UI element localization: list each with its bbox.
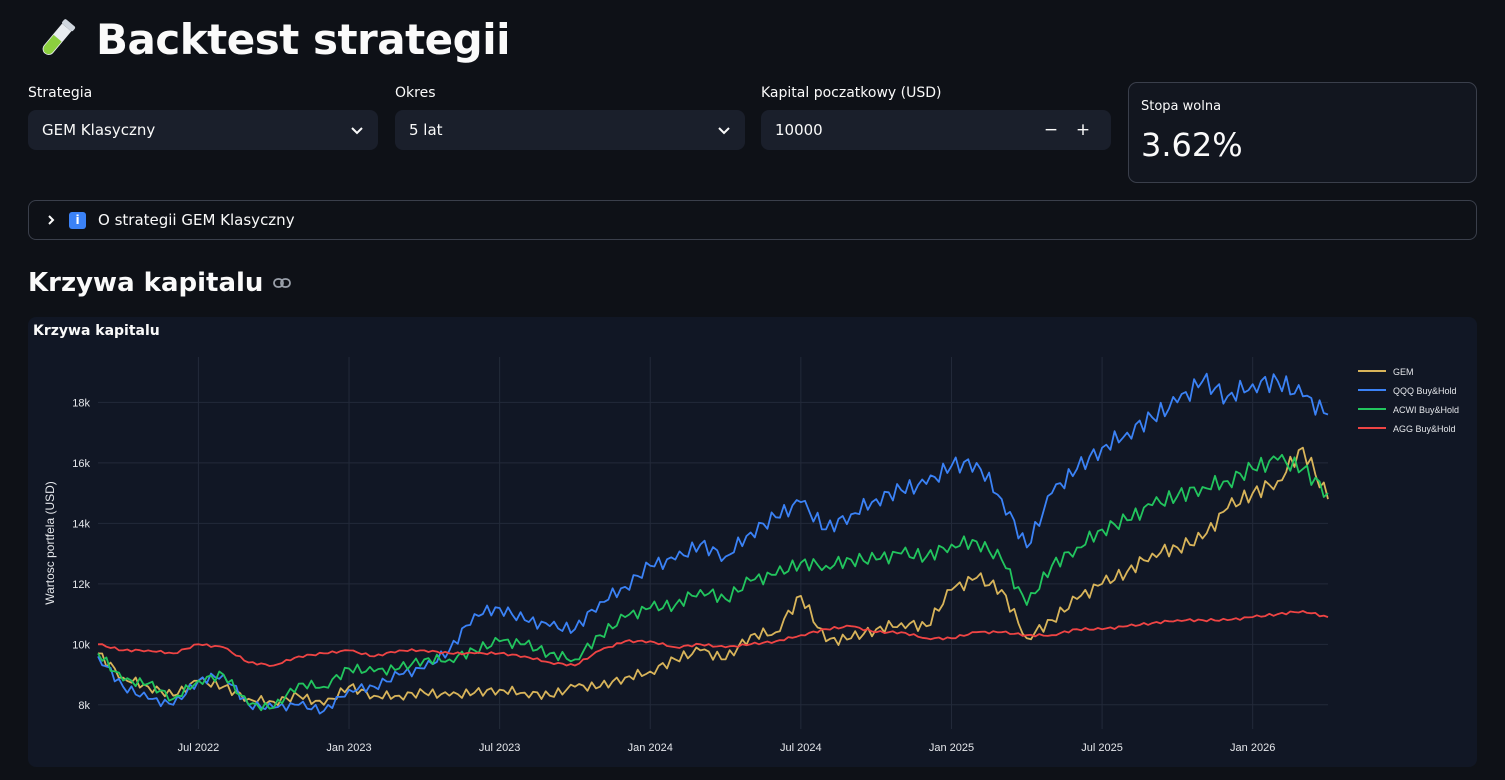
strategy-info-expander[interactable]: i O strategii GEM Klasyczny <box>28 200 1477 240</box>
strategy-label: Strategia <box>28 85 93 101</box>
info-icon: i <box>69 211 86 229</box>
x-tick-label: Jan 2025 <box>929 742 974 754</box>
chart-svg: 8k 10k 12k 14k 16k 18k Jul 2022 Jan 2023 Jul 202… <box>43 357 1459 754</box>
chevron-right-icon <box>48 215 55 225</box>
risk-free-rate-metric: Stopa wolna 3.62% <box>1128 82 1477 183</box>
increment-button[interactable]: + <box>1075 120 1091 140</box>
y-tick-label: 14k <box>72 518 90 530</box>
test-tube-icon <box>42 19 76 55</box>
link-icon[interactable] <box>273 277 292 289</box>
metric-value: 3.62% <box>1141 126 1243 164</box>
section-heading: Krzywa kapitalu <box>28 268 292 298</box>
page-header: Backtest strategii <box>32 14 511 64</box>
strategy-select[interactable]: GEM Klasyczny <box>28 110 378 150</box>
capital-label: Kapital poczatkowy (USD) <box>761 85 942 101</box>
series-line-qqq-buy-hold <box>97 372 1329 715</box>
series-line-gem <box>97 446 1329 707</box>
series-line-acwi-buy-hold <box>97 453 1329 712</box>
x-tick-label: Jan 2026 <box>1230 742 1275 754</box>
chevron-down-icon <box>718 127 730 135</box>
y-tick-label: 16k <box>72 458 90 470</box>
capital-input[interactable]: 10000 − + <box>761 110 1111 150</box>
x-tick-label: Jul 2023 <box>479 742 521 754</box>
strategy-select-value: GEM Klasyczny <box>42 121 156 139</box>
y-axis-label: Wartosc portfela (USD) <box>43 481 57 605</box>
y-tick-label: 18k <box>72 397 90 409</box>
page-title: Backtest strategii <box>96 14 511 64</box>
period-select[interactable]: 5 lat <box>395 110 745 150</box>
expander-label: O strategii GEM Klasyczny <box>98 211 295 229</box>
x-tick-label: Jan 2023 <box>326 742 371 754</box>
legend-label: ACWI Buy&Hold <box>1393 405 1459 415</box>
equity-curve-chart[interactable]: 8k 10k 12k 14k 16k 18k Jul 2022 Jan 2023 Jul 202… <box>28 317 1477 767</box>
section-title: Krzywa kapitalu <box>28 268 264 298</box>
period-label: Okres <box>395 85 436 101</box>
x-tick-label: Jul 2025 <box>1081 742 1123 754</box>
legend-label: AGG Buy&Hold <box>1393 424 1456 434</box>
capital-input-value: 10000 <box>775 121 823 139</box>
y-tick-label: 8k <box>78 700 90 712</box>
x-tick-label: Jul 2024 <box>780 742 822 754</box>
series-line-agg-buy-hold <box>97 610 1329 667</box>
chevron-down-icon <box>351 127 363 135</box>
legend-label: GEM <box>1393 367 1414 377</box>
y-tick-label: 12k <box>72 579 90 591</box>
x-tick-label: Jul 2022 <box>178 742 220 754</box>
metric-label: Stopa wolna <box>1141 99 1222 114</box>
period-select-value: 5 lat <box>409 121 443 139</box>
x-tick-label: Jan 2024 <box>628 742 673 754</box>
decrement-button[interactable]: − <box>1043 120 1059 140</box>
chart-title: Krzywa kapitalu <box>33 323 160 339</box>
legend-label: QQQ Buy&Hold <box>1393 386 1457 396</box>
y-tick-label: 10k <box>72 639 90 651</box>
